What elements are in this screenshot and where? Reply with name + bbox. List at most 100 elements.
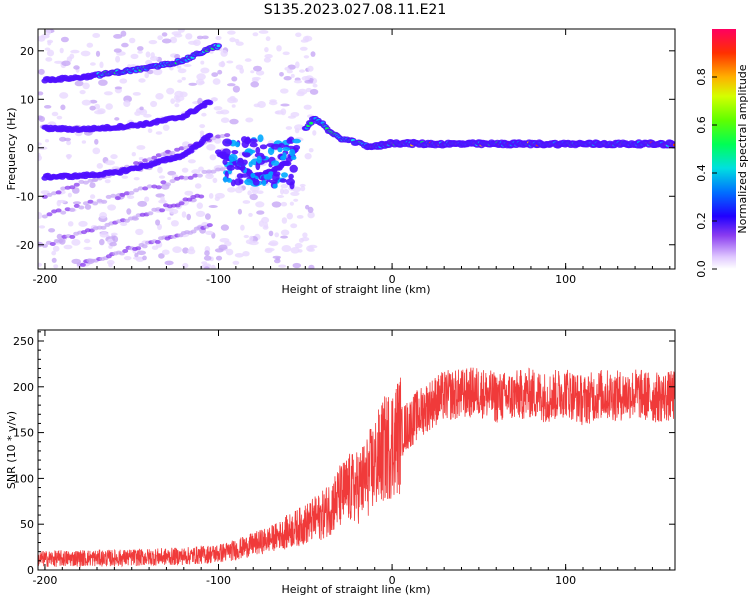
spectrogram-branch-blob [198,194,205,199]
spectrogram-speckle [82,82,90,90]
spectrogram-speckle [113,48,122,53]
spectrogram-branch-blob [55,208,62,213]
spectrogram-speckle [113,34,123,39]
spectrogram-branch-blob [79,262,86,267]
spectrogram-speckle [38,154,42,162]
spectrogram-speckle [252,32,259,37]
spectrogram-speckle [299,46,308,51]
figure-title: S135.2023.027.08.11.E21 [264,2,447,18]
spectrogram-speckle [286,212,293,220]
spectrogram-speckle [237,208,242,215]
spectrogram-branch-blob [78,205,85,210]
spectrogram-x-tick-label: -200 [32,273,57,286]
spectrogram-speckle [275,110,284,115]
spectrogram-speckle [203,255,212,261]
spectrogram-speckle [157,35,163,41]
spectrogram-speckle [256,190,264,194]
spectrogram-branch-blob [60,210,67,215]
snr-y-tick-label: 100 [13,472,34,485]
spectrogram-speckle [182,262,189,269]
spectrogram-speckle [44,105,52,109]
spectrogram-speckle [40,34,50,39]
spectrogram-speckle [157,166,163,174]
spectrogram-speckle [158,199,167,204]
spectrogram-cluster-blob [222,138,233,147]
spectrogram-branch-blob [69,185,76,190]
spectrogram-speckle [198,166,204,172]
spectrogram-branch-blob [119,192,126,197]
spectrogram-speckle [294,127,300,134]
snr-y-tick-label: 250 [13,335,34,348]
spectrogram-speckle [144,196,150,202]
spectrogram-speckle [83,246,92,250]
spectrogram-speckle [276,195,285,198]
spectrogram-branch-blob [57,238,64,243]
spectrogram-branch-blob [192,173,199,178]
spectrogram-speckle [265,36,271,42]
spectrogram-speckle [71,239,81,246]
spectrogram-branch-blob [154,239,161,244]
spectrogram-branch-blob [122,249,129,253]
spectrogram-speckle [287,64,296,70]
spectrogram-marks [38,29,675,269]
spectrogram-speckle [274,232,280,238]
spectrogram-speckle [235,41,244,46]
spectrogram-speckle [109,242,117,247]
spectrogram-speckle [264,47,269,53]
spectrogram-speckle [139,108,148,116]
spectrogram-cluster-blob [247,149,256,154]
spectrogram-speckle [51,111,59,117]
spectrogram-cluster-blob [244,178,253,186]
spectrogram-speckle [187,159,196,164]
spectrogram-speckle [48,228,56,233]
spectrogram-cluster-blob [272,183,278,189]
spectrogram-speckle [283,76,292,81]
spectrogram-speckle [143,113,152,118]
spectrogram-speckle [268,240,279,247]
spectrogram-speckle [52,245,60,252]
spectrogram-branch-blob [82,180,89,185]
spectrogram-speckle [300,39,308,43]
spectrogram-speckle [126,208,132,215]
spectrogram-branch-blob [190,229,197,234]
spectrogram-speckle [290,191,300,196]
spectrogram-speckle [208,205,218,208]
spectrogram-cluster-blob [288,173,294,180]
spectrogram-speckle [99,238,105,246]
spectrogram-branch-blob [73,203,80,208]
spectrogram-speckle [181,167,189,173]
colorbar-tick-label: 0.8 [695,68,708,86]
spectrogram-x-axis-label: Height of straight line (km) [281,283,430,296]
spectrogram-cluster-blob [249,142,258,148]
spectrogram-speckle [99,212,107,219]
spectrogram-speckle [271,201,282,208]
spectrogram-speckle [295,32,302,38]
spectrogram-speckle [255,70,265,76]
spectrogram-speckle [177,79,183,83]
spectrogram-speckle [307,206,314,213]
spectrogram-speckle [131,152,136,157]
spectrogram-speckle [174,103,180,108]
spectrogram-speckle [220,49,228,57]
spectrogram-speckle [90,194,96,199]
spectrogram-speckle [215,255,223,261]
spectrogram-speckle [308,264,315,269]
spectrogram-speckle [155,93,164,100]
spectrogram-speckle [249,193,258,201]
spectrogram-branch-blob [210,169,217,174]
spectrogram-speckle [66,56,73,63]
spectrogram-speckle [95,50,101,57]
spectrogram-speckle [279,72,284,77]
spectrogram-speckle [229,118,239,125]
snr-y-tick-label: 50 [20,518,34,531]
spectrogram-speckle [227,187,236,193]
spectrogram-speckle [138,78,146,83]
spectrogram-speckle [199,124,206,129]
spectrogram-speckle [121,175,129,179]
spectrogram-speckle [150,52,155,59]
spectrogram-speckle [114,117,120,121]
spectrogram-speckle [250,81,259,88]
spectrogram-speckle [162,124,170,131]
spectrogram-branch-blob [100,225,107,230]
